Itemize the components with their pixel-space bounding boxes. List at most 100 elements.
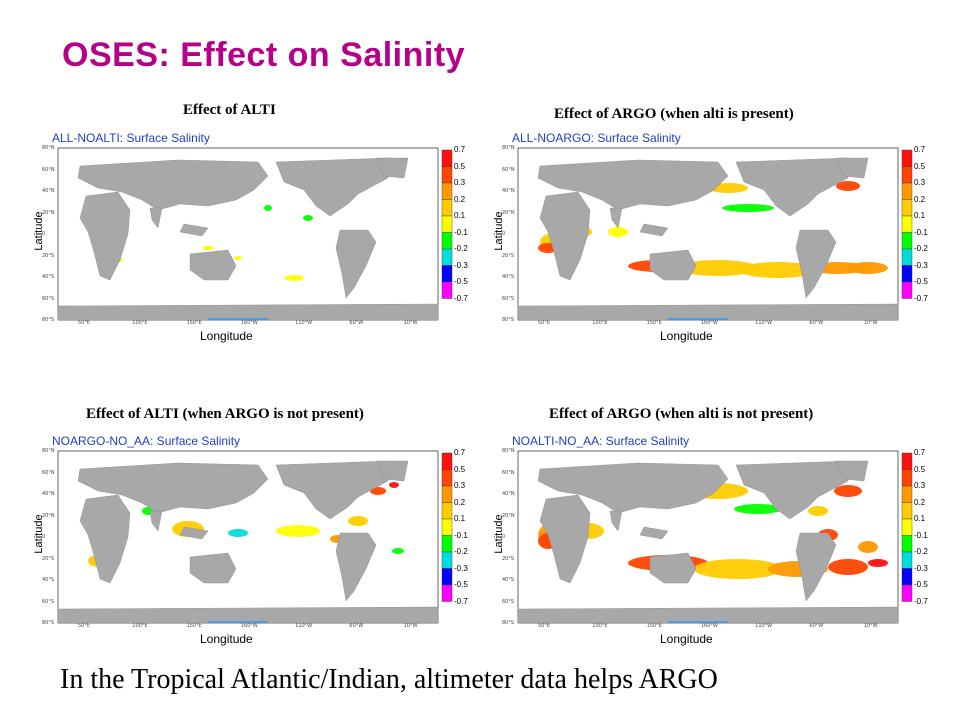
colorbar-label: -0.3 (914, 260, 928, 270)
salinity-anomaly-patch (234, 256, 242, 260)
colorbar-segment (441, 281, 453, 299)
colorbar-segment (901, 265, 913, 283)
land-mass (539, 191, 591, 281)
lon-tick-label: 100°E (592, 623, 608, 629)
lat-tick-label: 40°S (502, 274, 515, 280)
lat-tick-label: 20°S (42, 252, 55, 259)
salinity-anomaly-patch (678, 260, 758, 276)
lat-tick-label: 40°N (502, 491, 515, 497)
colorbar-segment (901, 584, 913, 602)
colorbar-label: 0.7 (914, 145, 926, 154)
lon-tick-label: 160°W (700, 623, 718, 629)
colorbar-label: -0.5 (914, 580, 928, 589)
lon-tick-label: 110°W (295, 623, 313, 629)
colorbar-segment (441, 215, 453, 233)
lon-tick-label: 150°E (646, 623, 662, 629)
colorbar-segment (901, 248, 913, 266)
lon-tick-label: 60°W (349, 320, 364, 326)
colorbar-label: 0.2 (454, 497, 466, 507)
colorbar-segment (441, 452, 453, 470)
land-mass (835, 157, 869, 179)
land-mass (649, 249, 697, 281)
land-mass (517, 606, 899, 624)
slide-title: OSES: Effect on Salinity (62, 36, 466, 74)
panel-heading-2: Effect of ARGO (when alti is present) (554, 106, 794, 122)
lat-tick-label: 40°N (42, 491, 55, 497)
salinity-anomaly-patch (722, 204, 774, 212)
land-mass (149, 207, 163, 229)
colorbar-segment (901, 281, 913, 299)
lat-tick-label: 80°S (42, 317, 55, 323)
colorbar-segment (441, 568, 453, 586)
lon-tick-label: 50°E (78, 320, 91, 326)
colorbar-segment (901, 149, 913, 167)
colorbar-segment (901, 215, 913, 233)
salinity-anomaly-patch (392, 548, 404, 554)
land-mass (375, 157, 409, 179)
map-content (57, 157, 439, 321)
land-mass (57, 606, 439, 624)
lat-tick-label: 60°S (42, 295, 55, 302)
map-panel-1: ALL-NOALTI: Surface Salinity Latitude Long… (20, 130, 468, 350)
lat-tick-label: 20°S (502, 252, 515, 259)
lat-tick-label: 60°N (502, 166, 515, 173)
colorbar-segment (441, 502, 453, 520)
colorbar-label: 0.5 (454, 464, 466, 474)
lon-tick-label: 150°E (186, 623, 202, 629)
salinity-anomaly-patch (370, 487, 386, 495)
salinity-anomaly-patch (858, 541, 878, 553)
lat-tick-label: 40°N (42, 188, 55, 194)
plot-title: ALL-NOALTI: Surface Salinity (52, 131, 210, 145)
lat-tick-label: 40°S (42, 274, 55, 280)
slide-caption: In the Tropical Atlantic/Indian, altimet… (60, 664, 718, 695)
colorbar-segment (441, 149, 453, 167)
salinity-anomaly-patch (608, 227, 628, 237)
lon-tick-label: 10°W (403, 623, 418, 629)
land-mass (795, 229, 837, 299)
lat-tick-label: 60°N (502, 469, 515, 476)
plot-title: NOARGO-NO_AA: Surface Salinity (52, 434, 241, 448)
colorbar-segment (441, 518, 453, 536)
colorbar-segment (901, 469, 913, 487)
lat-tick-label: 20°N (502, 209, 515, 216)
panel-heading-1: Effect of ALTI (183, 102, 276, 118)
lon-tick-label: 50°E (78, 623, 91, 629)
colorbar-label: -0.5 (914, 277, 928, 286)
colorbar-label: -0.3 (914, 563, 928, 573)
colorbar-label: 0.3 (454, 481, 466, 490)
colorbar-label: 0.2 (454, 194, 466, 204)
colorbar-segment (441, 469, 453, 487)
map-svg (57, 147, 453, 321)
salinity-anomaly-patch (348, 516, 368, 526)
colorbar-segment (901, 502, 913, 520)
salinity-anomaly-patch (808, 506, 828, 516)
lat-tick-label: 20°N (502, 512, 515, 519)
salinity-anomaly-patch (264, 205, 272, 211)
land-mass (649, 552, 697, 584)
colorbar-label: -0.1 (454, 227, 468, 237)
colorbar-label: 0.5 (914, 161, 926, 171)
salinity-anomaly-patch (228, 529, 248, 537)
colorbar-label: 0.1 (454, 514, 466, 523)
lon-tick-label: 150°E (646, 320, 662, 326)
colorbar-label: -0.1 (914, 530, 928, 540)
lon-tick-label: 100°E (592, 320, 608, 326)
colorbar-label: 0.7 (914, 448, 926, 457)
lat-tick-label: 80°N (502, 448, 515, 454)
lon-tick-label: 160°W (240, 320, 258, 326)
lat-tick-label: 80°S (502, 317, 515, 323)
colorbar-label: 0.3 (914, 178, 926, 187)
salinity-anomaly-patch (734, 504, 782, 514)
land-mass (79, 191, 131, 281)
lat-tick-label: 80°N (502, 145, 515, 151)
land-mass (57, 303, 439, 321)
colorbar-segment (901, 452, 913, 470)
lon-tick-label: 100°E (132, 320, 148, 326)
lon-tick-label: 10°W (863, 320, 878, 326)
salinity-anomaly-patch (868, 559, 888, 567)
lat-tick-label: 60°N (42, 166, 55, 173)
colorbar-segment (441, 248, 453, 266)
colorbar-label: -0.2 (454, 244, 468, 253)
land-mass (375, 460, 409, 482)
lon-tick-label: 110°W (295, 320, 313, 326)
